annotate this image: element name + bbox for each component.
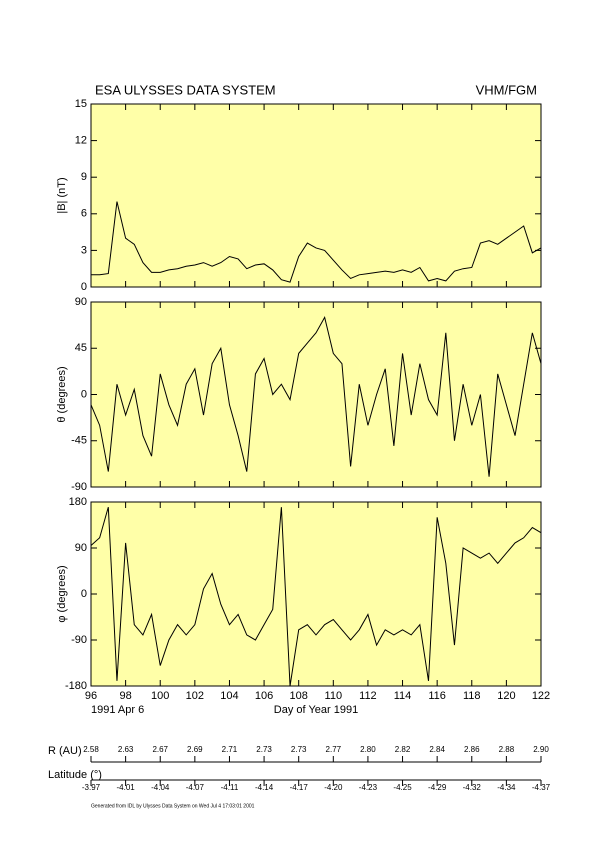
ephemeris-value: -4.14	[255, 783, 274, 792]
x-tick-label: 120	[497, 690, 515, 702]
x-tick-label: 116	[428, 690, 446, 702]
y-tick-label: 3	[81, 244, 87, 256]
y-tick-label: -90	[71, 481, 87, 493]
y-tick-label: 0	[81, 388, 87, 400]
y-tick-label: 6	[81, 208, 87, 220]
x-axis-label: Day of Year 1991	[274, 704, 358, 716]
y-tick-label: 9	[81, 171, 87, 183]
y-axis-label: |B| (nT)	[56, 177, 68, 213]
instrument: VHM/FGM	[476, 82, 537, 97]
x-tick-label: 98	[119, 690, 131, 702]
y-axis-label: θ (degrees)	[56, 366, 68, 422]
y-tick-label: 180	[69, 496, 87, 508]
y-tick-label: 15	[75, 98, 87, 110]
y-tick-label: -90	[71, 634, 87, 646]
ephemeris-value: -4.37	[532, 783, 551, 792]
ephemeris-value: 2.84	[429, 745, 445, 754]
y-tick-label: 12	[75, 135, 87, 147]
data-line	[90, 316, 542, 477]
ephemeris-value: -4.32	[463, 783, 482, 792]
plot-area	[90, 103, 542, 288]
ephemeris-value: -4.29	[428, 783, 447, 792]
ephemeris-value: -4.23	[359, 783, 378, 792]
ephemeris-value: -4.11	[221, 783, 239, 792]
x-tick-label: 102	[186, 690, 204, 702]
ephemeris-value: 2.63	[118, 745, 134, 754]
y-tick-label: 90	[75, 542, 87, 554]
ephemeris-value: 2.88	[499, 745, 515, 754]
ephemeris-value: 2.71	[222, 745, 238, 754]
ephemeris-value: 2.58	[83, 745, 99, 754]
x-tick-label: 112	[359, 690, 377, 702]
start-date: 1991 Apr 6	[91, 704, 144, 716]
ephemeris-value: 2.73	[256, 745, 272, 754]
x-tick-label: 100	[151, 690, 169, 702]
ephemeris-value: 2.67	[152, 745, 168, 754]
ephemeris-value: -4.01	[116, 783, 135, 792]
x-tick-label: 96	[85, 690, 97, 702]
data-line	[90, 506, 542, 687]
ephemeris-value: 2.73	[291, 745, 307, 754]
data-line	[91, 201, 542, 283]
y-tick-label: -45	[71, 435, 87, 447]
y-tick-label: 90	[75, 296, 87, 308]
x-tick-label: 122	[532, 690, 550, 702]
latitude-label: Latitude (°)	[48, 769, 102, 781]
ephemeris-value: 2.80	[360, 745, 376, 754]
x-tick-label: 106	[255, 690, 273, 702]
x-tick-label: 118	[463, 690, 481, 702]
y-tick-label: 0	[81, 281, 87, 293]
ephemeris-value: -3.97	[82, 783, 101, 792]
ephemeris-value: -4.17	[290, 783, 309, 792]
x-tick-label: 108	[290, 690, 308, 702]
ephemeris-value: 2.69	[187, 745, 203, 754]
x-tick-label: 114	[394, 690, 412, 702]
x-tick-label: 104	[220, 690, 238, 702]
ephemeris-value: -4.25	[393, 783, 412, 792]
ephemeris-value: 2.82	[395, 745, 411, 754]
x-tick-label: 110	[325, 690, 343, 702]
ephemeris-value: 2.77	[326, 745, 342, 754]
y-tick-label: 45	[75, 342, 87, 354]
ephemeris-value: -4.07	[186, 783, 205, 792]
y-axis-label: φ (degrees)	[56, 565, 68, 622]
y-tick-label: -180	[65, 680, 87, 692]
footer: Generated from IDL by Ulysses Data Syste…	[91, 803, 255, 809]
title: ESA ULYSSES DATA SYSTEM	[95, 82, 276, 97]
plot-area	[90, 501, 542, 687]
ephemeris-value: -4.20	[324, 783, 343, 792]
ephemeris-value: -4.04	[151, 783, 170, 792]
r-label: R (AU)	[48, 745, 82, 757]
ephemeris-value: 2.90	[533, 745, 549, 754]
y-tick-label: 0	[81, 588, 87, 600]
ephemeris-value: 2.86	[464, 745, 480, 754]
ephemeris-value: -4.34	[497, 783, 516, 792]
